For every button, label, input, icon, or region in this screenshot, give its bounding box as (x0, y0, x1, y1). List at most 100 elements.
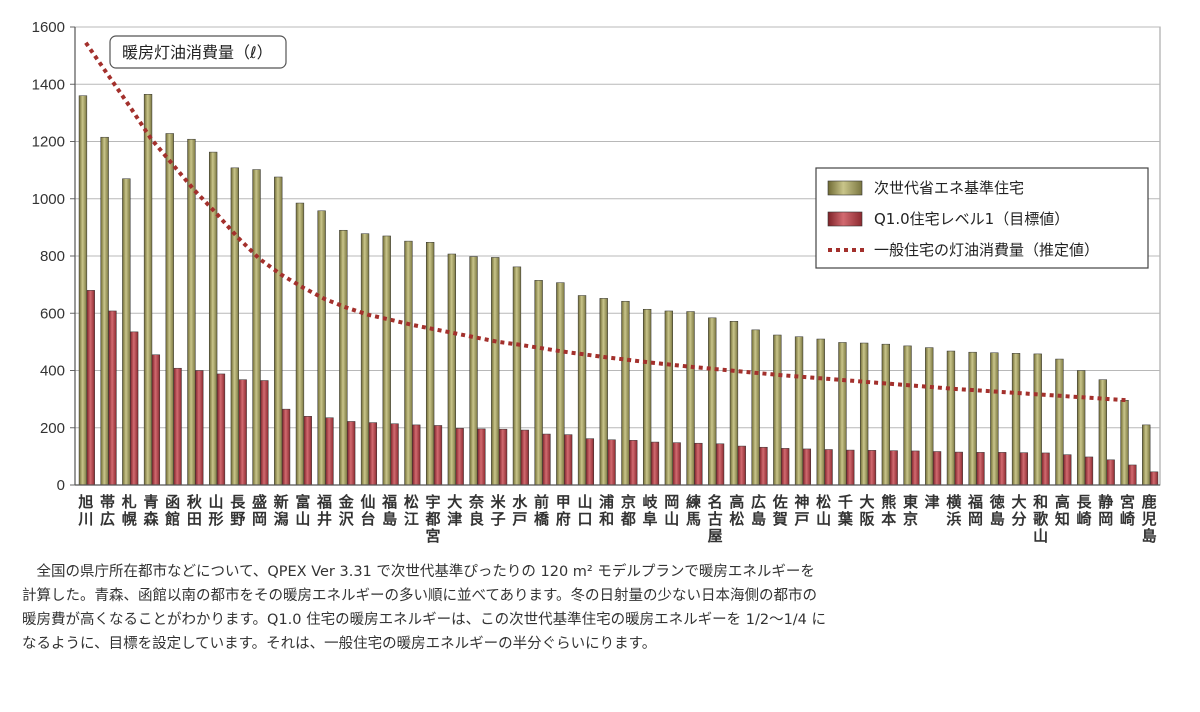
bar-standard (729, 321, 739, 486)
x-category-label: 神戸 (794, 493, 809, 528)
bar-q1 (303, 416, 312, 486)
bar-standard (1076, 370, 1086, 486)
bar-q1 (759, 446, 768, 486)
bar-chart: 0 200 400 600 800 1000 1200 1400 1600 旭川帯広札幌青森函館… (32, 19, 1161, 545)
bar-standard (469, 256, 478, 486)
bar-q1 (1084, 456, 1094, 486)
x-category-label: 函館 (164, 493, 180, 528)
bar-q1 (672, 442, 681, 486)
bar-q1 (368, 422, 378, 486)
bar-q1 (390, 423, 399, 486)
bar-q1 (347, 421, 356, 486)
bar-standard (1098, 379, 1107, 486)
x-category-label: 長崎 (1077, 493, 1093, 528)
bar-standard (686, 311, 695, 486)
x-axis: 旭川帯広札幌青森函館秋田山形長野盛岡新潟富山福井金沢仙台福島松江宇都宮大津奈良米… (75, 484, 1160, 545)
bar-q1 (694, 442, 703, 486)
bar-standard (990, 352, 999, 486)
bar-q1 (281, 408, 291, 486)
bar-standard (295, 202, 305, 486)
bar-q1 (1149, 471, 1159, 486)
bar-q1 (542, 433, 551, 486)
bar-standard (968, 351, 977, 486)
x-category-label: 鹿児島 (1141, 493, 1157, 545)
bar-q1 (151, 354, 161, 486)
bar-standard (773, 334, 782, 486)
bar-q1 (1019, 452, 1029, 486)
x-category-label: 山形 (209, 493, 224, 528)
legend-swatch (827, 180, 863, 196)
bar-q1 (846, 449, 855, 486)
bar-q1 (911, 450, 920, 486)
x-category-label: 福井 (316, 493, 332, 528)
x-category-label: 富山 (295, 493, 310, 528)
bar-q1 (1063, 454, 1072, 486)
bar-q1 (976, 452, 985, 486)
x-category-label: 横浜 (946, 493, 962, 528)
bar-q1 (585, 438, 595, 486)
bar-q1 (1106, 459, 1115, 486)
bar-standard (838, 342, 847, 486)
bar-q1 (108, 310, 117, 486)
x-category-label: 岡山 (664, 493, 679, 528)
chart-title-box: 暖房灯油消費量（ℓ） (109, 35, 287, 69)
x-category-label: 岐阜 (643, 493, 659, 528)
bar-q1 (173, 367, 182, 486)
x-category-label: 旭川 (77, 493, 93, 528)
x-category-label: 熊本 (881, 493, 896, 528)
x-category-label: 福岡 (967, 493, 983, 528)
x-category-label: 佐賀 (772, 493, 788, 528)
bar-standard (708, 317, 717, 486)
y-tick-label: 0 (57, 477, 65, 494)
bar-standard (165, 133, 174, 486)
bar-standard (1120, 400, 1129, 486)
bar-q1 (238, 379, 247, 486)
legend: 次世代省エネ基準住宅 Q1.0住宅レベル1（目標値） 一般住宅の灯油消費量（推定値） (815, 167, 1149, 269)
x-category-label: 米子 (491, 493, 507, 528)
legend-label: Q1.0住宅レベル1（目標値） (874, 210, 1069, 228)
bar-q1 (498, 428, 508, 486)
bar-standard (252, 169, 261, 486)
x-category-label: 奈良 (468, 493, 485, 528)
x-category-label: 松江 (404, 493, 419, 528)
bar-standard (360, 233, 370, 486)
x-category-label: 高松 (729, 493, 744, 528)
bar-standard (534, 280, 543, 486)
bar-q1 (195, 370, 204, 486)
x-category-label: 水戸 (512, 493, 528, 528)
bar-standard (491, 257, 500, 486)
y-tick-label: 400 (40, 363, 65, 380)
bar-q1 (216, 373, 226, 486)
bar-q1 (477, 428, 486, 486)
legend-label: 次世代省エネ基準住宅 (874, 179, 1024, 197)
x-category-label: 新潟 (274, 493, 289, 528)
bar-q1 (737, 445, 746, 486)
x-category-label: 福島 (381, 493, 397, 528)
y-tick-label: 1600 (32, 19, 65, 36)
x-category-label: 徳島 (989, 493, 1005, 528)
legend-label: 一般住宅の灯油消費量（推定値） (874, 241, 1099, 259)
bar-standard (859, 342, 869, 486)
x-category-label: 浦和 (599, 493, 614, 528)
bar-q1 (130, 331, 139, 486)
bar-q1 (650, 441, 660, 486)
bar-standard (1142, 424, 1151, 486)
x-category-label: 札幌 (121, 493, 137, 528)
x-category-label: 大阪 (860, 493, 876, 528)
x-category-label: 千葉 (837, 493, 854, 528)
bar-q1 (867, 450, 877, 486)
chart-title-frame (109, 35, 287, 69)
bar-q1 (607, 439, 616, 486)
bar-standard (577, 295, 587, 486)
y-tick-label: 1200 (32, 134, 65, 151)
figure-caption: 全国の県庁所在都市などについて、QPEX Ver 3.31 で次世代基準ぴったり… (22, 564, 827, 652)
bar-standard (339, 229, 348, 486)
bar-q1 (433, 425, 443, 486)
bar-standard (599, 298, 608, 486)
bar-standard (751, 329, 760, 486)
bar-q1 (954, 451, 963, 486)
bar-q1 (325, 417, 334, 486)
x-category-label: 青森 (143, 493, 159, 528)
bar-standard (382, 235, 391, 486)
bar-standard (122, 178, 131, 486)
